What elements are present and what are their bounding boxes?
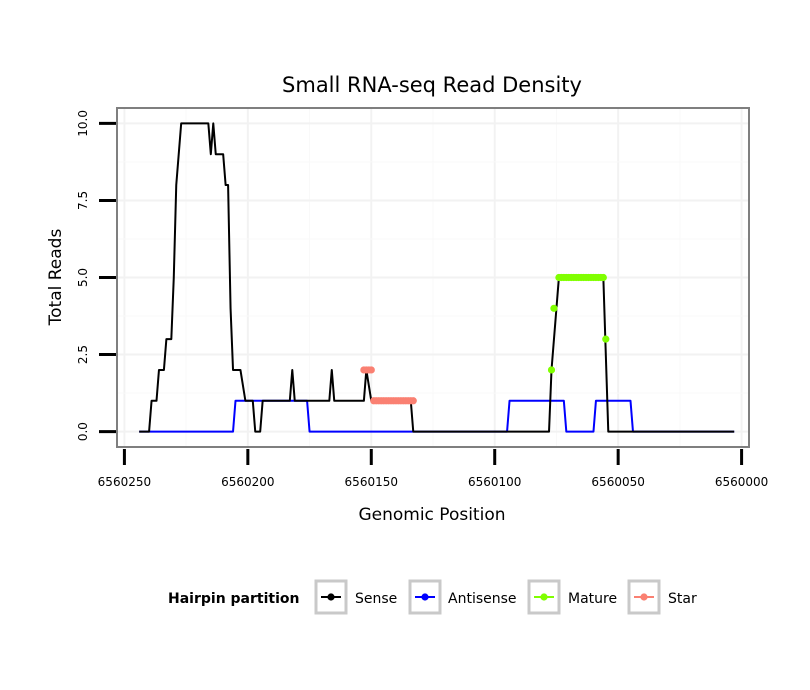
data-point-star bbox=[367, 366, 375, 374]
data-point-star bbox=[409, 397, 417, 405]
legend-label-sense: Sense bbox=[355, 591, 397, 607]
legend-entry-antisense: Antisense bbox=[408, 579, 517, 615]
data-point-mature bbox=[599, 273, 607, 282]
chart-title: Small RNA-seq Read Density bbox=[282, 73, 582, 97]
legend-key-dot bbox=[640, 593, 648, 601]
y-axis-title: Total Reads bbox=[46, 229, 66, 327]
y-tick-label: 7.5 bbox=[76, 191, 90, 210]
legend-key-dot bbox=[327, 593, 335, 601]
data-point-mature bbox=[547, 366, 556, 374]
plot-panel-border bbox=[116, 107, 750, 448]
y-tick-label: 10.0 bbox=[76, 110, 90, 137]
x-tick-label: 6560100 bbox=[468, 475, 521, 489]
y-tick-label: 0.0 bbox=[76, 422, 90, 441]
legend-label-antisense: Antisense bbox=[448, 591, 517, 607]
x-tick-label: 6560050 bbox=[591, 475, 644, 489]
x-tick-label: 6560200 bbox=[221, 475, 274, 489]
y-tick-label: 2.5 bbox=[76, 345, 90, 364]
legend-keys: Sense Antisense Mature Star bbox=[314, 579, 697, 615]
legend-label-star: Star bbox=[668, 591, 697, 607]
legend-entry-star: Star bbox=[627, 579, 697, 615]
legend-entry-sense: Sense bbox=[314, 579, 397, 615]
legend: Hairpin partition Sense Antisense Mature St… bbox=[168, 579, 697, 615]
series-sense bbox=[139, 122, 735, 433]
legend-key-dot bbox=[421, 593, 429, 601]
legend-key-dot bbox=[540, 593, 548, 601]
x-tick-label: 6560250 bbox=[98, 475, 151, 489]
y-tick-label: 5.0 bbox=[76, 268, 90, 287]
axes: 6560250 6560200 6560150 6560100 6560050 65600… bbox=[76, 110, 768, 489]
legend-title: Hairpin partition bbox=[168, 591, 299, 607]
data-point-mature bbox=[550, 304, 558, 312]
legend-entry-mature: Mature bbox=[527, 579, 617, 615]
x-tick-label: 6560150 bbox=[345, 475, 398, 489]
series-star bbox=[360, 366, 417, 405]
x-axis-title: Genomic Position bbox=[358, 505, 505, 525]
legend-label-mature: Mature bbox=[568, 591, 617, 607]
series-mature bbox=[547, 273, 610, 374]
series-line-sense bbox=[139, 122, 735, 433]
series-layer bbox=[139, 122, 735, 433]
data-point-mature bbox=[602, 335, 610, 343]
x-tick-label: 6560000 bbox=[715, 475, 768, 489]
